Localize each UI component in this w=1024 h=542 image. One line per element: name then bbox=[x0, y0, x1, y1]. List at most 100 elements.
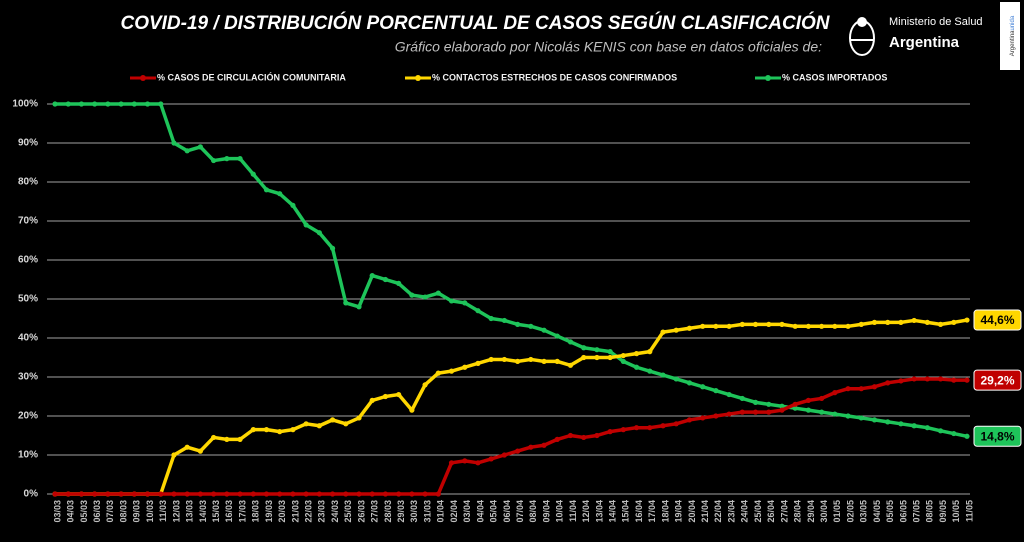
x-tick-label: 01/04 bbox=[436, 500, 446, 523]
point bbox=[871, 319, 878, 325]
point bbox=[277, 429, 283, 435]
point bbox=[343, 300, 349, 306]
x-tick-label: 09/05 bbox=[938, 500, 948, 523]
point bbox=[224, 156, 230, 162]
point bbox=[65, 101, 71, 107]
point bbox=[713, 323, 719, 329]
point bbox=[369, 273, 375, 279]
point bbox=[211, 157, 217, 164]
x-tick-label: 12/04 bbox=[581, 500, 591, 523]
x-tick-label: 11/03 bbox=[158, 500, 168, 522]
point bbox=[752, 321, 759, 327]
point bbox=[700, 323, 706, 329]
legend-label: % CASOS DE CIRCULACIÓN COMUNITARIA bbox=[157, 71, 346, 82]
point bbox=[964, 433, 970, 439]
point bbox=[885, 319, 891, 325]
point bbox=[647, 349, 653, 355]
x-tick-label: 12/03 bbox=[171, 500, 181, 523]
y-tick-label: 0% bbox=[24, 489, 39, 500]
x-tick-label: 13/04 bbox=[594, 500, 604, 523]
point bbox=[832, 411, 838, 417]
point bbox=[211, 434, 217, 441]
x-tick-label: 03/04 bbox=[462, 500, 472, 523]
x-tick-label: 23/04 bbox=[726, 500, 736, 523]
x-tick-label: 23/03 bbox=[317, 500, 327, 523]
point bbox=[435, 370, 441, 376]
point bbox=[779, 403, 785, 409]
point bbox=[329, 417, 336, 423]
x-tick-label: 11/04 bbox=[568, 500, 578, 522]
point bbox=[118, 101, 124, 107]
point bbox=[924, 425, 930, 431]
x-tick-label: 20/03 bbox=[277, 500, 287, 523]
point bbox=[92, 491, 98, 497]
x-tick-label: 29/03 bbox=[396, 500, 406, 523]
point bbox=[528, 323, 534, 329]
x-tick-label: 27/04 bbox=[779, 500, 789, 523]
x-tick-label: 05/05 bbox=[885, 500, 895, 523]
x-tick-label: 24/03 bbox=[330, 500, 340, 523]
point bbox=[422, 382, 428, 388]
point bbox=[766, 409, 772, 415]
point bbox=[792, 323, 798, 329]
x-tick-label: 07/03 bbox=[105, 500, 115, 523]
point bbox=[396, 280, 402, 286]
point bbox=[898, 319, 904, 325]
point bbox=[237, 491, 243, 497]
point bbox=[805, 323, 811, 329]
x-tick-label: 18/03 bbox=[251, 500, 261, 523]
x-tick-label: 26/04 bbox=[766, 500, 776, 523]
point bbox=[924, 376, 930, 382]
point bbox=[52, 101, 58, 107]
point bbox=[92, 101, 98, 107]
point bbox=[805, 397, 811, 403]
side-text: Argentinaunida bbox=[1010, 15, 1016, 56]
point bbox=[673, 327, 679, 333]
point bbox=[78, 101, 85, 107]
point bbox=[647, 425, 653, 431]
series-line bbox=[55, 318, 968, 496]
x-tick-label: 06/04 bbox=[502, 500, 512, 523]
point bbox=[739, 395, 745, 402]
y-tick-label: 40% bbox=[18, 333, 38, 344]
point bbox=[475, 360, 481, 366]
point bbox=[263, 187, 270, 193]
x-tick-label: 15/04 bbox=[621, 500, 631, 523]
point bbox=[858, 386, 864, 392]
y-tick-label: 50% bbox=[18, 294, 38, 305]
x-tick-label: 25/04 bbox=[753, 500, 763, 523]
point bbox=[951, 319, 957, 325]
x-tick-label: 09/03 bbox=[132, 500, 142, 523]
value-label-box bbox=[973, 425, 1022, 447]
legend-label: % CASOS IMPORTADOS bbox=[782, 72, 887, 82]
point bbox=[660, 372, 666, 378]
point bbox=[792, 405, 798, 411]
point bbox=[567, 432, 574, 439]
point bbox=[594, 354, 600, 361]
point bbox=[594, 347, 600, 353]
logo: Ministerio de Salud Argentina bbox=[849, 16, 983, 56]
point bbox=[303, 491, 309, 497]
point bbox=[197, 491, 203, 497]
point bbox=[567, 339, 574, 345]
point bbox=[779, 321, 785, 327]
point bbox=[475, 460, 481, 466]
x-tick-label: 09/04 bbox=[541, 500, 551, 523]
point bbox=[501, 452, 507, 458]
point bbox=[356, 491, 362, 497]
point bbox=[197, 448, 203, 454]
y-tick-label: 20% bbox=[18, 411, 38, 422]
x-tick-label: 10/04 bbox=[555, 500, 565, 523]
value-label: 14,8% bbox=[980, 429, 1014, 443]
x-tick-label: 06/05 bbox=[898, 500, 908, 523]
legend-marker bbox=[765, 75, 771, 81]
x-tick-label: 07/05 bbox=[912, 500, 922, 523]
point bbox=[885, 380, 891, 386]
point bbox=[581, 434, 587, 441]
point bbox=[581, 354, 587, 361]
y-tick-label: 60% bbox=[18, 255, 38, 266]
x-tick-label: 04/05 bbox=[872, 500, 882, 523]
x-tick-label: 05/03 bbox=[79, 500, 89, 523]
point bbox=[237, 436, 243, 442]
point bbox=[766, 401, 772, 407]
